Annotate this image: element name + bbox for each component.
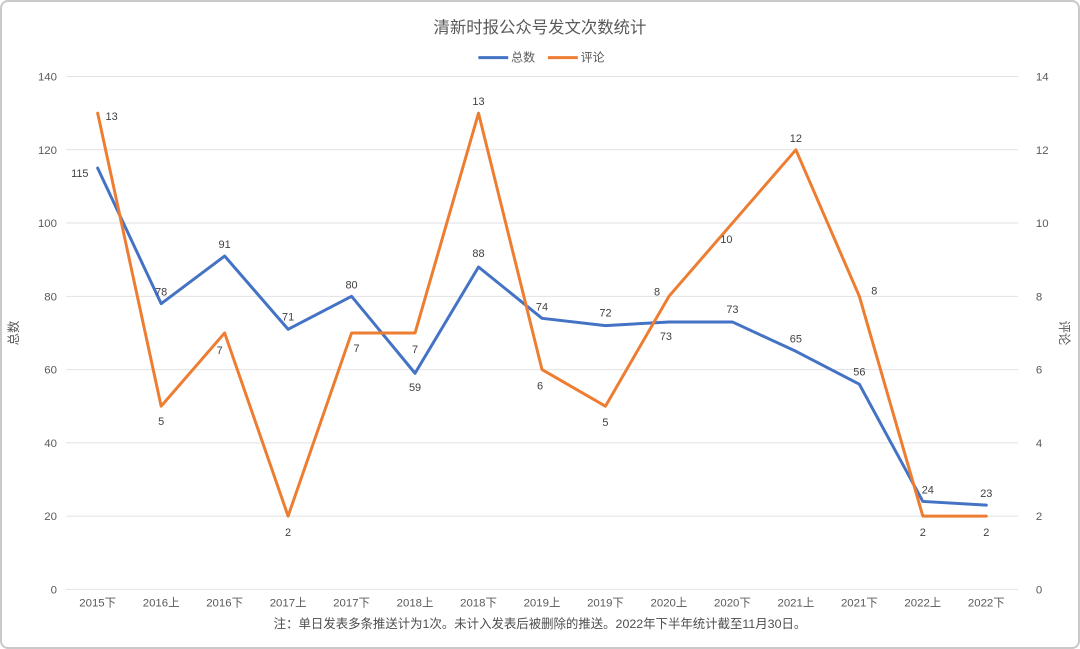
footnote: 注：单日发表多条推送计为1次。未计入发表后被删除的推送。2022年下半年统计截至… — [274, 616, 807, 631]
series-lines — [96, 111, 988, 518]
chart-title: 清新时报公众号发文次数统计 — [434, 19, 647, 37]
right-tick-label: 0 — [1036, 584, 1042, 596]
left-tick-label: 20 — [44, 511, 57, 523]
data-label: 2 — [285, 527, 291, 539]
data-label: 91 — [219, 239, 231, 251]
data-label: 5 — [158, 416, 164, 428]
x-axis-label: 2022上 — [904, 596, 941, 609]
right-axis-ticks: 0 2 4 6 8 10 12 14 — [1036, 72, 1049, 597]
data-label: 5 — [602, 417, 608, 429]
x-axis-label: 2015下 — [79, 597, 116, 609]
data-label: 7 — [353, 343, 359, 355]
data-label: 2 — [983, 527, 989, 539]
data-label: 10 — [720, 234, 732, 246]
data-label: 78 — [155, 287, 167, 299]
data-label: 23 — [980, 488, 992, 500]
gridlines — [65, 76, 1019, 590]
data-label: 59 — [409, 382, 421, 394]
data-label: 7 — [412, 344, 418, 356]
data-label: 8 — [654, 286, 660, 298]
data-label: 8 — [871, 285, 877, 297]
data-label: 24 — [922, 484, 934, 496]
data-label: 7 — [217, 345, 223, 357]
right-tick-label: 10 — [1036, 218, 1049, 230]
data-label: 13 — [106, 111, 118, 123]
left-tick-label: 120 — [38, 145, 57, 157]
data-label: 6 — [537, 380, 543, 392]
data-label: 71 — [282, 311, 294, 323]
x-axis-label: 2016上 — [143, 596, 180, 609]
right-tick-label: 8 — [1036, 291, 1042, 303]
x-axis-label: 2017下 — [333, 597, 370, 609]
x-axis-label: 2018下 — [460, 597, 497, 609]
data-label: 73 — [660, 331, 672, 343]
data-label: 65 — [790, 333, 802, 345]
left-axis-ticks: 0 20 40 60 80 100 120 140 — [38, 72, 57, 597]
x-axis-label: 2020下 — [714, 597, 751, 609]
data-label: 56 — [853, 366, 865, 378]
data-label: 12 — [790, 133, 802, 145]
series-line-评论 — [96, 111, 988, 518]
data-label: 72 — [599, 308, 611, 320]
legend: 总数 评论 — [478, 51, 605, 65]
x-axis-label: 2021上 — [777, 596, 814, 609]
right-tick-label: 4 — [1036, 438, 1043, 450]
left-tick-label: 40 — [44, 438, 57, 450]
left-tick-label: 100 — [38, 218, 57, 230]
legend-label-total: 总数 — [511, 51, 535, 65]
data-label: 80 — [345, 279, 357, 291]
left-tick-label: 0 — [51, 584, 57, 596]
x-axis-label: 2021下 — [841, 597, 878, 609]
right-tick-label: 12 — [1036, 145, 1049, 157]
data-label: 13 — [472, 96, 484, 108]
left-tick-label: 80 — [44, 291, 57, 303]
left-tick-label: 140 — [38, 72, 57, 84]
x-axis-label: 2019下 — [587, 597, 624, 609]
data-label: 74 — [536, 301, 548, 313]
right-axis-title: 评论 — [1057, 321, 1071, 346]
data-label: 73 — [726, 304, 738, 316]
x-axis-label: 2018上 — [397, 596, 434, 609]
right-tick-label: 2 — [1036, 511, 1042, 523]
series-line-总数 — [96, 166, 988, 507]
x-axis-label: 2019上 — [524, 596, 561, 609]
data-label: 115 — [71, 168, 88, 180]
x-axis-label: 2022下 — [968, 597, 1005, 609]
legend-label-comments: 评论 — [581, 51, 605, 65]
data-label: 2 — [920, 527, 926, 539]
x-axis-label: 2017上 — [270, 596, 307, 609]
right-tick-label: 6 — [1036, 365, 1042, 377]
x-axis-label: 2016下 — [206, 597, 243, 609]
x-axis-labels: 2015下 2016上 2016下 2017上 2017下 2018上 2018下 2019上… — [79, 596, 1004, 609]
data-label: 88 — [472, 248, 484, 260]
right-tick-label: 14 — [1036, 72, 1049, 84]
left-tick-label: 60 — [44, 365, 57, 377]
x-axis-label: 2020上 — [651, 596, 688, 609]
left-axis-title: 总数 — [6, 320, 21, 345]
